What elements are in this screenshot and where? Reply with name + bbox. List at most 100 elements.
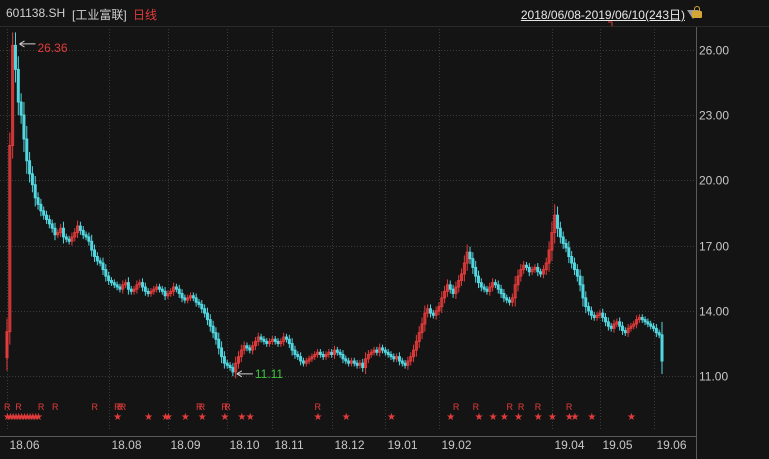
candle-body [414,340,418,351]
event-marker-star[interactable]: ★ [6,412,15,423]
event-marker-star[interactable]: ★ [161,412,170,423]
date-range-link[interactable]: 2018/06/08-2019/06/10(243日) [520,8,685,22]
event-marker-star[interactable]: ★ [548,412,557,423]
event-marker-r[interactable]: R [199,402,206,412]
candle-body [417,332,421,342]
candle-body [84,234,88,238]
candle-body [56,232,60,236]
candle-body [369,351,373,355]
candle-body [304,360,308,364]
event-marker-star[interactable]: ★ [181,412,190,423]
event-marker-star[interactable]: ★ [387,412,396,423]
candle-body [533,266,537,271]
event-marker-star[interactable]: ★ [31,412,40,423]
candle-body [330,351,334,355]
x-tick-label: 18.11 [275,438,304,452]
event-marker-star[interactable]: ★ [17,412,26,423]
event-marker-r[interactable]: R [52,402,59,412]
event-marker-r[interactable]: R [315,402,322,412]
candle-body [491,282,495,288]
candle-body [649,323,653,327]
candle-body [321,353,325,358]
candle-body [313,353,317,358]
event-marker-r[interactable]: R [566,402,573,412]
event-marker-star[interactable]: ★ [627,412,636,423]
event-marker-star[interactable]: ★ [198,412,207,423]
candle-body [606,321,610,327]
event-marker-star[interactable]: ★ [500,412,509,423]
event-marker-star[interactable]: ★ [20,412,29,423]
event-marker-r[interactable]: R [507,402,514,412]
event-marker-star[interactable]: ★ [164,412,173,423]
event-marker-r[interactable]: R [4,402,11,412]
candle-body [217,338,221,349]
candle-body [228,364,232,369]
event-marker-star[interactable]: ★ [489,412,498,423]
candle-body [287,338,291,345]
x-tick-label: 19.05 [603,438,633,452]
event-marker-r[interactable]: R [15,402,22,412]
candle-body [251,345,255,351]
event-marker-star[interactable]: ★ [342,412,351,423]
event-marker-star[interactable]: ★ [14,412,23,423]
candle-body [33,184,37,199]
event-marker-star[interactable]: ★ [587,412,596,423]
candle-body [479,282,483,288]
event-marker-star[interactable]: ★ [26,412,35,423]
event-marker-star[interactable]: ★ [220,412,229,423]
period-label[interactable]: 日线 [133,8,158,22]
candle-body [575,269,579,277]
candle-body [482,286,486,290]
event-marker-r[interactable]: R [120,402,127,412]
x-tick-label: 18.09 [171,438,201,452]
candle-body [211,325,215,334]
event-marker-star[interactable]: ★ [9,412,18,423]
candle-body [208,319,212,327]
candle-body [270,338,274,342]
candle-body [222,356,226,364]
event-marker-star[interactable]: ★ [570,412,579,423]
event-marker-star[interactable]: ★ [23,412,32,423]
event-marker-star[interactable]: ★ [237,412,246,423]
candle-body [592,314,596,318]
candle-body [372,349,376,353]
event-marker-star[interactable]: ★ [246,412,255,423]
candle-body [310,356,314,360]
event-marker-star[interactable]: ★ [474,412,483,423]
event-marker-r[interactable]: R [92,402,99,412]
event-marker-r[interactable]: R [453,402,460,412]
event-marker-star[interactable]: ★ [314,412,323,423]
candle-body [589,310,593,316]
candle-body [499,288,503,295]
event-marker-star[interactable]: ★ [565,412,574,423]
candle-body [101,262,105,271]
event-marker-star[interactable]: ★ [514,412,523,423]
candle-body [485,288,489,292]
stock-name: [工业富联] [72,8,127,22]
candle-body [265,340,269,345]
event-marker-star[interactable]: ★ [534,412,543,423]
event-marker-star[interactable]: ★ [3,412,12,423]
candle-body [412,349,416,358]
event-marker-star[interactable]: ★ [113,412,122,423]
event-marker-star[interactable]: ★ [11,412,20,423]
event-marker-r[interactable]: R [114,402,121,412]
lock-icon[interactable] [692,6,702,18]
event-marker-r[interactable]: R [117,402,124,412]
event-marker-r[interactable]: R [196,402,203,412]
candle-body [98,260,102,264]
event-marker-r[interactable]: R [473,402,480,412]
event-marker-star[interactable]: ★ [34,412,43,423]
event-marker-star[interactable]: ★ [446,412,455,423]
candle-body [395,356,399,360]
event-marker-star[interactable]: ★ [144,412,153,423]
event-marker-star[interactable]: ★ [28,412,37,423]
candle-body [386,351,390,355]
event-marker-r[interactable]: R [221,402,228,412]
event-marker-r[interactable]: R [38,402,45,412]
event-marker-r[interactable]: R [518,402,525,412]
event-marker-r[interactable]: R [224,402,231,412]
event-marker-r[interactable]: R [535,402,542,412]
